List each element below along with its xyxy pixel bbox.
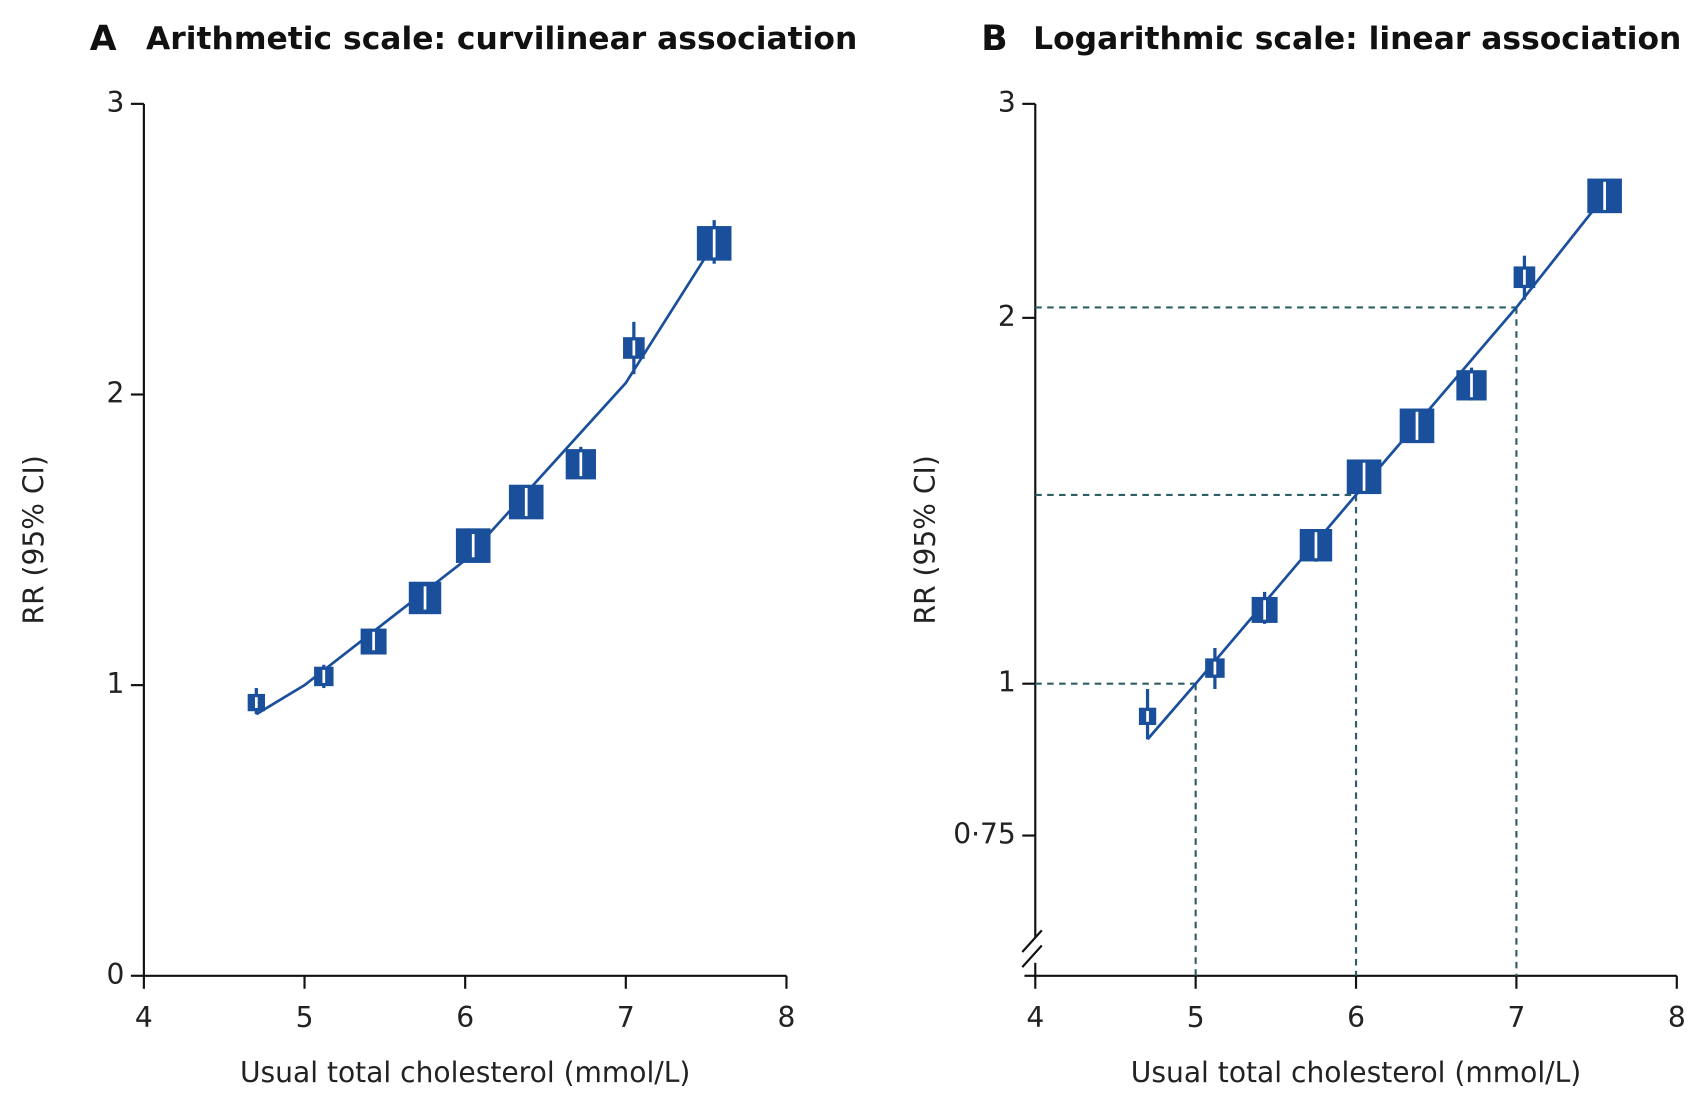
y-tick-label: 3 — [998, 86, 1016, 119]
panel-letter: A — [90, 19, 117, 59]
x-tick-label: 8 — [1668, 1001, 1686, 1034]
panel-letter: B — [981, 19, 1007, 59]
axis-break — [1021, 929, 1043, 953]
y-tick-label: 2 — [107, 376, 125, 409]
y-axis-label: RR (95% CI) — [18, 455, 51, 624]
x-tick-label: 4 — [1026, 1001, 1044, 1034]
axis-break — [1021, 944, 1043, 968]
x-axis-label: Usual total cholesterol (mmol/L) — [1131, 1056, 1581, 1089]
y-tick-label: 1 — [107, 667, 125, 700]
x-tick-label: 6 — [1347, 1001, 1365, 1034]
x-tick-label: 5 — [296, 1001, 314, 1034]
figure: A Arithmetic scale: curvilinear associati… — [18, 19, 1686, 1089]
y-tick-label: 3 — [107, 86, 125, 119]
x-tick-label: 4 — [135, 1001, 153, 1034]
x-axis-label: Usual total cholesterol (mmol/L) — [240, 1056, 690, 1089]
y-tick-label: 0·75 — [953, 818, 1016, 851]
x-tick-label: 7 — [1507, 1001, 1525, 1034]
panel-title: Logarithmic scale: linear association — [1033, 21, 1681, 57]
y-tick-label: 2 — [998, 300, 1016, 333]
panel-title: Arithmetic scale: curvilinear associatio… — [146, 21, 857, 57]
y-axis-label: RR (95% CI) — [909, 455, 942, 624]
x-tick-label: 5 — [1187, 1001, 1205, 1034]
x-tick-label: 8 — [778, 1001, 796, 1034]
y-tick-label: 0 — [107, 958, 125, 991]
fit-line — [1146, 195, 1606, 741]
panel: B Logarithmic scale: linear association 4 5… — [909, 19, 1686, 1089]
y-tick-label: 1 — [998, 666, 1016, 699]
x-tick-label: 7 — [617, 1001, 635, 1034]
x-tick-label: 6 — [456, 1001, 474, 1034]
panel: A Arithmetic scale: curvilinear associati… — [18, 19, 858, 1089]
